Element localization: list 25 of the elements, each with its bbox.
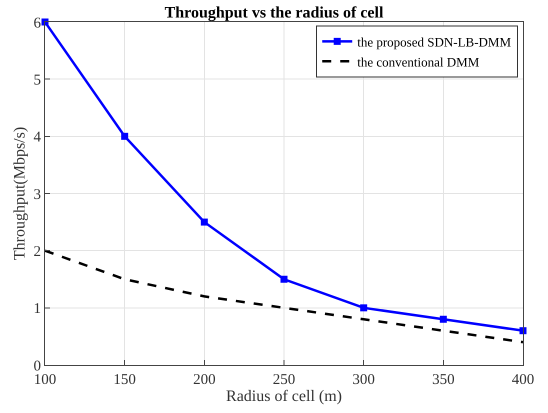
point — [280, 276, 288, 283]
x-tick-label: 400 — [512, 372, 534, 388]
x-tick-label: 100 — [34, 372, 56, 388]
y-tick-label: 6 — [34, 15, 42, 32]
x-tick-label: 250 — [272, 372, 296, 388]
y-tick-label: 0 — [34, 358, 41, 374]
line-series — [45, 249, 523, 344]
x-tick-label: 350 — [432, 372, 455, 388]
y-tick-label: 3 — [34, 186, 41, 203]
y-tick-label: 4 — [34, 130, 42, 146]
x-tick-label: 150 — [113, 372, 136, 388]
x-tick-label: 300 — [352, 372, 375, 388]
y-tick-label: 2 — [34, 244, 41, 260]
point — [440, 316, 447, 323]
legend-label: the proposed SDN-LB-DMM — [357, 34, 512, 50]
y-axis-title: Throughput(Mbps/s) — [11, 126, 28, 260]
x-axis-title: Radius of cell (m) — [226, 388, 342, 405]
y-tick-label: 5 — [34, 72, 41, 88]
y-tick-label: 1 — [34, 301, 41, 318]
chart-title: Throughput vs the radius of cell — [164, 4, 384, 22]
point — [360, 304, 368, 312]
point — [121, 132, 128, 140]
point — [200, 218, 208, 226]
legend-label: the conventional DMM — [357, 54, 480, 70]
x-tick-label: 200 — [193, 372, 216, 388]
